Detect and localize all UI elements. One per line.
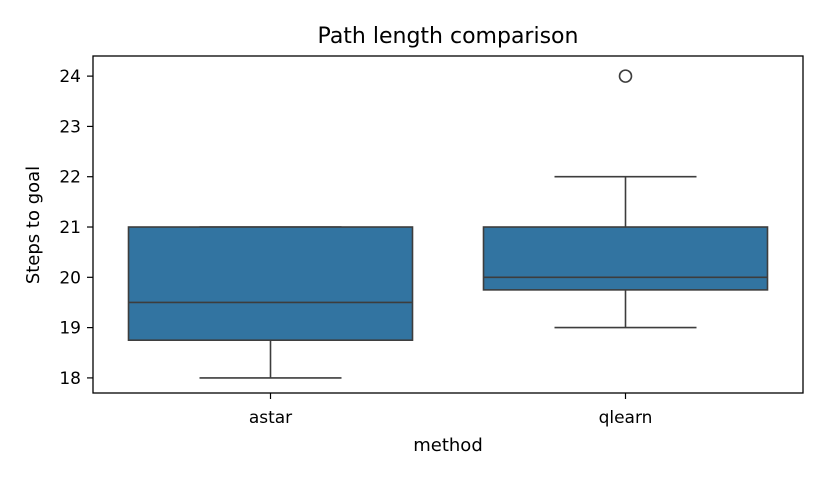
box-group-astar xyxy=(127,226,414,379)
y-tick-label-24: 24 xyxy=(59,67,81,87)
y-tick-label-23: 23 xyxy=(59,117,81,137)
box-astar xyxy=(127,226,414,341)
y-axis-label: Steps to goal xyxy=(23,166,44,284)
x-axis: astar qlearn xyxy=(249,393,653,428)
plot-frame xyxy=(92,55,804,394)
chart-title: Path length comparison xyxy=(318,24,579,49)
y-tick-label-19: 19 xyxy=(59,319,81,339)
x-tick-label-qlearn: qlearn xyxy=(599,408,653,428)
y-tick-label-21: 21 xyxy=(59,218,81,238)
y-axis: 18 19 20 21 22 23 24 xyxy=(59,67,93,389)
x-tick-label-astar: astar xyxy=(249,408,292,428)
x-axis-label: method xyxy=(413,435,483,456)
outlier-qlearn-0 xyxy=(618,69,633,83)
box-group-qlearn xyxy=(482,69,769,329)
box-qlearn xyxy=(482,226,769,291)
y-tick-label-20: 20 xyxy=(59,268,81,288)
y-tick-label-22: 22 xyxy=(59,168,81,188)
y-tick-label-18: 18 xyxy=(59,369,81,389)
plot-area xyxy=(127,69,769,379)
